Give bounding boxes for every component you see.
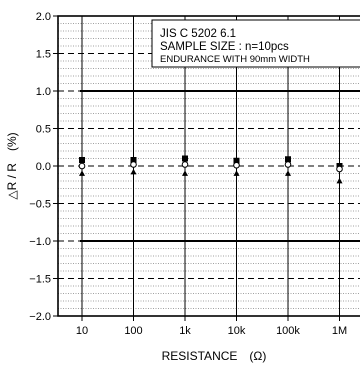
annotation-line-3: ENDURANCE WITH 90mm WIDTH bbox=[160, 54, 310, 65]
data-point-square bbox=[233, 157, 240, 164]
data-markers bbox=[78, 155, 343, 184]
x-tick-label: 10k bbox=[228, 325, 246, 337]
data-point-triangle bbox=[285, 170, 291, 176]
annotation-box: JIS C 5202 6.1 SAMPLE SIZE : n=10pcs END… bbox=[151, 19, 360, 68]
y-tick-label: −1.0 bbox=[29, 236, 51, 248]
x-tick-label: 10 bbox=[76, 325, 88, 337]
data-point-circle bbox=[233, 161, 240, 169]
data-point-triangle bbox=[130, 168, 137, 175]
y-tick-label: 1.0 bbox=[36, 86, 51, 98]
data-point-square bbox=[182, 155, 188, 162]
y-tick-label: −0.5 bbox=[29, 199, 51, 211]
y-tick-label: 0.0 bbox=[36, 161, 51, 173]
x-tick-label: 1k bbox=[179, 325, 191, 337]
x-tick-label: 100 bbox=[124, 325, 142, 337]
data-point-circle bbox=[78, 162, 86, 170]
annotation-line-1: JIS C 5202 6.1 bbox=[160, 28, 236, 40]
data-point-triangle bbox=[79, 170, 85, 176]
y-tick-label: 0.5 bbox=[36, 124, 51, 136]
data-point-triangle bbox=[233, 170, 240, 176]
data-point-circle bbox=[284, 161, 292, 168]
data-point-square bbox=[79, 157, 85, 163]
y-tick-label: 1.5 bbox=[36, 49, 51, 61]
data-point-triangle bbox=[182, 170, 188, 176]
data-point-square bbox=[285, 156, 291, 163]
limit-lines bbox=[80, 90, 360, 242]
data-point-circle bbox=[336, 165, 343, 173]
y-tick-label: −1.5 bbox=[29, 274, 51, 286]
y-tick-label: −2.0 bbox=[29, 311, 51, 323]
y-axis-label: △R / R (%) bbox=[5, 132, 19, 199]
x-tick-label: 1M bbox=[332, 325, 347, 337]
data-point-triangle bbox=[336, 177, 343, 184]
annotation-line-2: SAMPLE SIZE : n=10pcs bbox=[160, 41, 289, 53]
x-axis-ticks: 10 100 1k 10k 100k 1M bbox=[76, 316, 347, 337]
y-tick-label: 2.0 bbox=[36, 11, 51, 23]
data-point-circle bbox=[181, 161, 189, 168]
x-tick-label: 100k bbox=[276, 325, 300, 337]
data-point-square bbox=[130, 157, 137, 163]
data-point-circle bbox=[130, 161, 137, 168]
y-axis-ticks: 2.0 1.5 1.0 0.5 0.0 −0.5 −1.0 −1.5 −2.0 bbox=[29, 11, 58, 323]
x-axis-label: RESISTANCE (Ω) bbox=[162, 349, 267, 363]
